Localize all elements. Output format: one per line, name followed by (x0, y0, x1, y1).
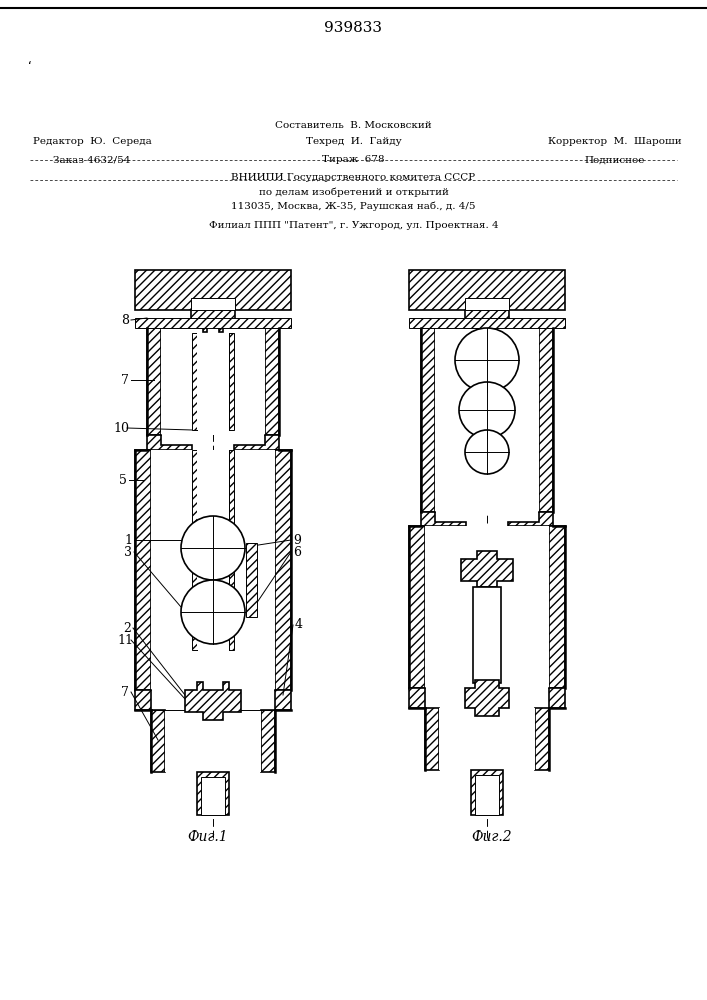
Bar (201, 777, 225, 815)
Polygon shape (535, 708, 549, 770)
Text: 1: 1 (124, 534, 132, 546)
Polygon shape (425, 708, 439, 770)
Polygon shape (409, 270, 565, 322)
Polygon shape (147, 328, 161, 435)
Bar (197, 450, 229, 650)
Polygon shape (265, 328, 279, 435)
Bar (151, 450, 275, 690)
Polygon shape (203, 322, 223, 332)
Bar (161, 328, 265, 435)
Polygon shape (135, 690, 151, 710)
Bar (475, 775, 499, 815)
Text: 6: 6 (293, 546, 301, 558)
Bar (439, 708, 535, 770)
Polygon shape (261, 710, 275, 772)
Text: по делам изобретений и открытий: по делам изобретений и открытий (259, 187, 448, 197)
Text: 113035, Москва, Ж-35, Раушская наб., д. 4/5: 113035, Москва, Ж-35, Раушская наб., д. … (231, 201, 476, 211)
Text: Редактор  Ю.  Середа: Редактор Ю. Середа (33, 137, 151, 146)
Polygon shape (197, 772, 229, 815)
Polygon shape (185, 682, 241, 720)
Text: 7: 7 (121, 686, 129, 698)
Polygon shape (229, 450, 234, 650)
Text: 4: 4 (295, 618, 303, 632)
Text: 10: 10 (113, 422, 129, 434)
Polygon shape (549, 688, 565, 708)
Circle shape (465, 430, 509, 474)
Polygon shape (135, 318, 291, 328)
Bar (473, 587, 501, 683)
Text: ВНИИПИ Государственного комитета СССР: ВНИИПИ Государственного комитета СССР (231, 174, 476, 182)
Polygon shape (465, 680, 509, 716)
Circle shape (459, 382, 515, 438)
Bar (465, 298, 509, 310)
Bar (425, 526, 549, 688)
Polygon shape (229, 333, 234, 430)
Polygon shape (135, 450, 151, 690)
Circle shape (455, 328, 519, 392)
Bar (165, 710, 261, 772)
Text: 2: 2 (123, 621, 131, 635)
Circle shape (181, 580, 245, 644)
Text: Корректор  М.  Шароши: Корректор М. Шароши (548, 137, 682, 146)
Text: Составитель  В. Московский: Составитель В. Московский (275, 120, 432, 129)
Text: 9: 9 (293, 534, 301, 546)
Bar (197, 333, 229, 430)
Bar (435, 328, 539, 512)
Polygon shape (549, 526, 565, 688)
Text: 939833: 939833 (324, 21, 382, 35)
Polygon shape (192, 450, 197, 650)
Text: Фиг.1: Фиг.1 (187, 830, 228, 844)
Polygon shape (409, 688, 425, 708)
Polygon shape (147, 435, 192, 450)
Polygon shape (461, 551, 513, 587)
Text: 8: 8 (121, 314, 129, 326)
Polygon shape (471, 770, 503, 815)
Polygon shape (421, 512, 466, 526)
Polygon shape (192, 333, 197, 430)
Polygon shape (135, 270, 291, 322)
Text: Тираж  678: Тираж 678 (322, 155, 385, 164)
Polygon shape (275, 690, 291, 710)
Bar (191, 298, 235, 310)
Bar (165, 710, 261, 772)
Polygon shape (409, 318, 565, 328)
Text: Фиг.2: Фиг.2 (472, 830, 513, 844)
Polygon shape (508, 512, 553, 526)
Text: Заказ 4632/54: Заказ 4632/54 (53, 155, 131, 164)
Polygon shape (246, 543, 257, 617)
Text: ‘: ‘ (28, 60, 32, 73)
Text: Техред  И.  Гайду: Техред И. Гайду (305, 137, 402, 146)
Text: 5: 5 (119, 474, 127, 487)
Polygon shape (539, 328, 553, 512)
Polygon shape (477, 322, 497, 332)
Polygon shape (234, 435, 279, 450)
Text: 3: 3 (124, 546, 132, 558)
Circle shape (181, 516, 245, 580)
Text: Филиал ППП "Патент", г. Ужгород, ул. Проектная. 4: Филиал ППП "Патент", г. Ужгород, ул. Про… (209, 222, 498, 231)
Polygon shape (151, 710, 165, 772)
Text: 7: 7 (121, 373, 129, 386)
Text: 11: 11 (117, 634, 133, 647)
Text: Подписное: Подписное (585, 155, 645, 164)
Polygon shape (421, 328, 435, 512)
Polygon shape (275, 450, 291, 690)
Polygon shape (409, 526, 425, 688)
